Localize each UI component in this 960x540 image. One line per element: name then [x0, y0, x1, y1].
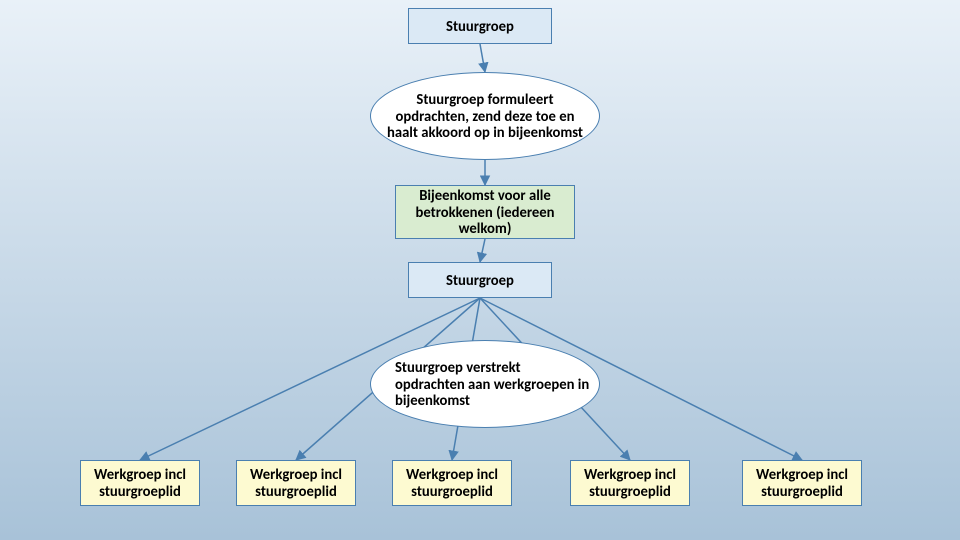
node-label: Bijeenkomst voor alle betrokkenen (ieder… — [404, 187, 566, 238]
node-label: Werkgroep incl stuurgroeplid — [401, 466, 503, 500]
node-label: Werkgroep incl stuurgroeplid — [579, 466, 681, 500]
node-label: Werkgroep incl stuurgroeplid — [89, 466, 191, 500]
node-label: Stuurgroep — [446, 18, 514, 35]
node-w5: Werkgroep incl stuurgroeplid — [742, 460, 862, 506]
node-w3: Werkgroep incl stuurgroeplid — [392, 460, 512, 506]
node-label: Werkgroep incl stuurgroeplid — [245, 466, 347, 500]
node-label: Werkgroep incl stuurgroeplid — [751, 466, 853, 500]
node-label: Stuurgroep formuleert opdrachten, zend d… — [379, 91, 591, 142]
node-n1: Stuurgroep — [408, 8, 552, 44]
node-n5: Stuurgroep verstrekt opdrachten aan werk… — [370, 340, 600, 428]
node-n2: Stuurgroep formuleert opdrachten, zend d… — [370, 72, 600, 160]
node-n4: Stuurgroep — [408, 262, 552, 298]
node-w2: Werkgroep incl stuurgroeplid — [236, 460, 356, 506]
node-label: Stuurgroep — [446, 272, 514, 289]
edge-n3-n4 — [480, 239, 485, 262]
node-label: Stuurgroep verstrekt opdrachten aan werk… — [395, 359, 591, 410]
node-n3: Bijeenkomst voor alle betrokkenen (ieder… — [395, 185, 575, 239]
node-w4: Werkgroep incl stuurgroeplid — [570, 460, 690, 506]
edge-n1-n2 — [480, 44, 485, 72]
node-w1: Werkgroep incl stuurgroeplid — [80, 460, 200, 506]
